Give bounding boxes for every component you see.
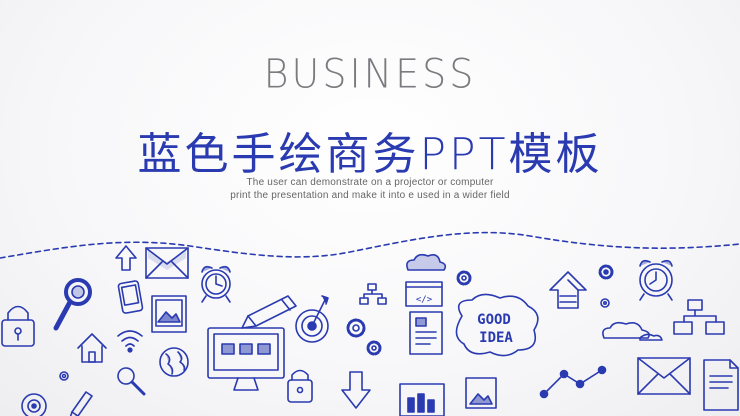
monitor-icon	[208, 328, 284, 390]
cloud-icon-right	[603, 323, 662, 340]
bar-chart-icon	[400, 384, 444, 416]
wifi-icon	[118, 331, 142, 352]
kicker-heading: BUSINESS	[263, 50, 477, 98]
idea-text: IDEA	[479, 330, 513, 346]
document-icon	[410, 312, 442, 354]
house-icon	[78, 334, 106, 362]
target-icon-small	[22, 394, 46, 416]
image-frame-icon-small	[466, 378, 496, 408]
gear-icon-tiny	[601, 299, 609, 307]
slide-title: 蓝色手绘商务PPT模板	[137, 129, 603, 180]
pencil-icon	[242, 296, 296, 328]
alarm-clock-icon-right	[640, 261, 672, 300]
image-frame-icon	[152, 296, 186, 332]
dashed-wave-line	[0, 233, 740, 258]
magnifier-icon	[56, 280, 90, 328]
arrow-up-icon	[116, 246, 136, 270]
good-text: GOOD	[477, 312, 511, 328]
small-magnifier-icon	[118, 368, 144, 394]
subtitle-line-2: print the presentation and make it into …	[230, 190, 510, 201]
document-icon-right	[704, 360, 738, 410]
subtitle-line-1: The user can demonstrate on a projector …	[246, 177, 494, 188]
alarm-clock-icon	[202, 267, 230, 302]
target-icon	[296, 296, 328, 342]
gear-icon-small	[458, 272, 470, 284]
arrow-down-icon	[342, 372, 370, 408]
gear-icon-left	[60, 372, 68, 380]
cloud-icon	[407, 255, 445, 270]
gear-icon	[348, 320, 380, 354]
hierarchy-icon-small	[360, 284, 386, 304]
envelope-icon	[146, 248, 188, 278]
padlock-icon	[2, 307, 34, 347]
code-tag-label: </>	[416, 295, 433, 305]
padlock-icon-small	[288, 371, 312, 403]
globe-icon	[160, 348, 188, 376]
trend-line-icon	[541, 367, 606, 398]
hierarchy-icon	[674, 300, 724, 334]
gear-icon-right	[600, 266, 612, 278]
envelope-icon-right	[638, 358, 690, 394]
lightbulb-speech-icon: GOOD IDEA	[456, 294, 537, 355]
smartphone-icon	[118, 281, 143, 314]
pencil-icon-small	[70, 392, 92, 416]
code-window-icon: </>	[406, 282, 442, 306]
chevron-up-arrow-icon	[550, 272, 586, 308]
